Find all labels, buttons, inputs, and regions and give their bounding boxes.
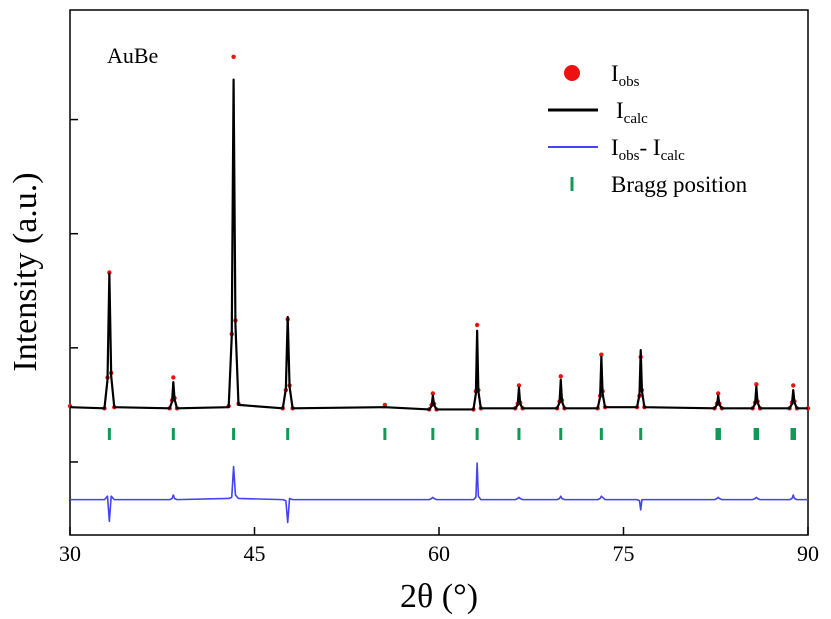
plot-frame — [69, 9, 809, 536]
annotation: AuBe — [107, 43, 158, 68]
y-axis-label: Intensity (a.u.) — [7, 172, 44, 371]
obs-point — [599, 352, 604, 357]
obs-point — [754, 382, 759, 387]
bragg-tick — [171, 428, 175, 440]
bragg-tick — [717, 428, 721, 440]
x-tick-label: 60 — [428, 541, 450, 566]
obs-point — [558, 374, 563, 379]
obs-point — [474, 322, 480, 328]
bragg-tick — [107, 428, 111, 440]
bragg-tick — [383, 428, 387, 440]
obs-point — [382, 402, 388, 408]
obs-point — [171, 375, 176, 380]
bragg-tick — [599, 428, 603, 440]
bragg-tick — [792, 428, 796, 440]
legend-label: Icalc — [616, 98, 648, 127]
series-line — [70, 462, 808, 524]
obs-point — [231, 54, 236, 59]
bragg-tick — [753, 428, 757, 440]
legend-label: Iobs — [611, 61, 640, 90]
bragg-tick — [639, 428, 643, 440]
obs-point — [791, 383, 796, 388]
obs-point — [516, 383, 522, 388]
bragg-tick — [475, 428, 479, 440]
bragg-tick — [286, 428, 290, 440]
bragg-tick — [431, 428, 435, 440]
legend-label: Bragg position — [611, 172, 748, 197]
x-tick-label: 45 — [244, 541, 266, 566]
bragg-tick — [790, 428, 794, 440]
bragg-tick — [232, 428, 236, 440]
x-tick-label: 75 — [613, 541, 635, 566]
bragg-tick — [559, 428, 563, 440]
series-line — [69, 78, 808, 411]
bragg-tick — [517, 428, 521, 440]
bragg-tick — [715, 428, 719, 440]
legend-marker — [564, 65, 580, 81]
x-tick-label: 30 — [59, 541, 81, 566]
obs-point — [716, 391, 721, 396]
legend-label: Iobs- Icalc — [611, 135, 685, 164]
legend-marker — [570, 177, 574, 191]
obs-point — [430, 391, 436, 396]
x-axis-label: 2θ (°) — [400, 578, 478, 615]
bragg-tick — [756, 428, 760, 440]
obs-point — [107, 270, 112, 275]
x-tick-label: 90 — [797, 541, 819, 566]
